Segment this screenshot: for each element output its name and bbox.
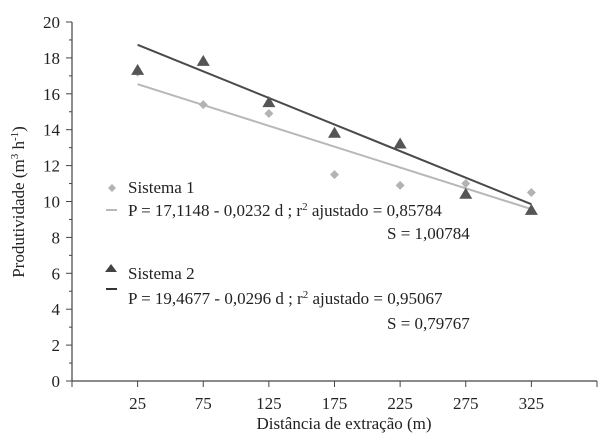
legend-sistema-1: Sistema 1 P = 17,1148 - 0,0232 d ; r2 aj… (106, 178, 470, 243)
point-sistema-1 (526, 188, 536, 198)
point-sistema-1 (330, 170, 339, 180)
y-axis-ticks: 0 2 4 6 8 10 12 14 16 18 20 (43, 13, 72, 391)
x-tick-label: 75 (195, 394, 212, 413)
fit-line-sistema-1 (137, 83, 532, 211)
x-tick-label: 325 (519, 394, 545, 413)
x-tick-label: 225 (387, 394, 413, 413)
x-axis-ticks: 25 75 125 175 225 275 325 (71, 381, 598, 413)
x-tick-label: 175 (322, 394, 348, 413)
legend-diamond-marker (108, 184, 116, 192)
point-sistema-2 (524, 203, 538, 215)
point-sistema-1 (198, 100, 208, 110)
y-tick-label: 20 (43, 13, 60, 32)
x-tick-label: 275 (453, 394, 479, 413)
y-tick-label: 12 (43, 157, 60, 176)
s-value-sistema-1: S = 1,00784 (387, 224, 470, 243)
legend-label-sistema-1: Sistema 1 (128, 178, 195, 197)
y-tick-label: 10 (43, 193, 60, 212)
point-sistema-2 (262, 96, 276, 108)
x-axis-title: Distância de extração (m) (256, 414, 431, 433)
point-sistema-2 (196, 54, 210, 66)
s-value-sistema-2: S = 0,79767 (387, 314, 470, 333)
fit-line-sistema-2 (137, 43, 532, 206)
point-sistema-2 (393, 137, 407, 149)
point-sistema-2 (459, 187, 473, 199)
point-sistema-2 (131, 63, 145, 75)
point-sistema-2 (328, 126, 341, 138)
y-axis-title: Produtividade (m3 h-1) (9, 126, 28, 278)
y-tick-label: 18 (43, 49, 60, 68)
y-tick-label: 14 (43, 121, 61, 140)
point-sistema-1 (461, 179, 471, 189)
equation-sistema-2: P = 19,4677 - 0,0296 d ; r2 ajustado = 0… (128, 289, 443, 308)
legend-label-sistema-2: Sistema 2 (128, 264, 195, 283)
point-sistema-1 (264, 109, 274, 119)
equation-sistema-1: P = 17,1148 - 0,0232 d ; r2 ajustado = 0… (128, 201, 442, 220)
y-tick-label: 4 (52, 300, 61, 319)
x-tick-label: 125 (256, 394, 282, 413)
y-tick-label: 8 (52, 228, 61, 247)
legend-triangle-marker (105, 264, 117, 272)
y-tick-label: 2 (52, 336, 61, 355)
y-tick-label: 16 (43, 85, 60, 104)
legend-sistema-2: Sistema 2 P = 19,4677 - 0,0296 d ; r2 aj… (105, 264, 470, 333)
point-sistema-1 (395, 180, 405, 190)
y-tick-label: 0 (52, 372, 61, 391)
y-tick-label: 6 (52, 264, 61, 283)
x-tick-label: 25 (129, 394, 146, 413)
data-points (131, 54, 538, 215)
